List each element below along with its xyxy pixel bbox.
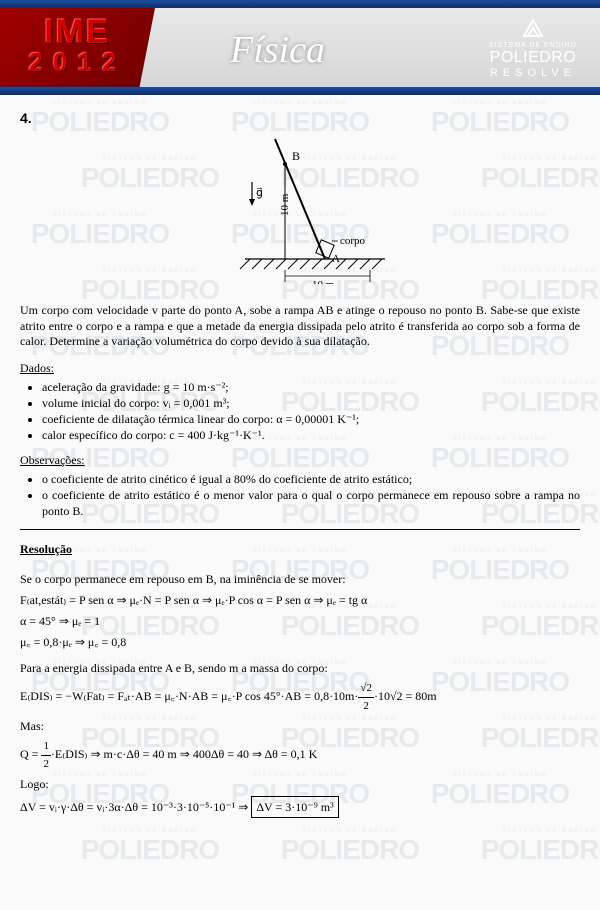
dados-title: Dados: xyxy=(20,361,54,376)
poliedro-logo: SISTEMA DE ENSINO POLIEDRO RESOLVE xyxy=(478,12,588,83)
obs-item: o coeficiente de atrito estático é o men… xyxy=(42,487,580,519)
dados-list: aceleração da gravidade: g = 10 m·s⁻²; v… xyxy=(20,379,580,444)
logo-line1: SISTEMA DE ENSINO xyxy=(489,42,577,49)
page-content: 4. B corpo A 10 m 10 m xyxy=(0,95,600,836)
problem-block: Um corpo com velocidade v parte do ponto… xyxy=(20,303,580,519)
obs-list: o coeficiente de atrito cinético é igual… xyxy=(20,471,580,520)
res-intro: Se o corpo permanece em repouso em B, na… xyxy=(20,570,580,588)
institute-abbrev: IME xyxy=(44,17,110,48)
diagram-point-b: B xyxy=(292,149,300,163)
diagram-base: 10 m xyxy=(312,279,335,284)
diagram-point-a: A xyxy=(332,253,340,265)
res-line2: α = 45° ⇒ μₑ = 1 xyxy=(20,612,580,630)
boxed-answer: ΔV = 3·10⁻⁹ m³ xyxy=(251,796,338,818)
header-blue-bottom xyxy=(0,87,600,95)
dado-item: volume inicial do corpo: vᵢ = 0,001 m³; xyxy=(42,395,580,411)
obs-title: Observações: xyxy=(20,453,85,468)
resolution-title: Resolução xyxy=(20,542,72,557)
logo-line3: RESOLVE xyxy=(490,67,576,79)
obs-item: o coeficiente de atrito cinético é igual… xyxy=(42,471,580,487)
res-line4: E₍DIS₎ = −W₍Fat₎ = Fₐₜ·AB = μ꜀·N·AB = μ꜀… xyxy=(20,680,580,714)
diagram-height: 10 m xyxy=(279,193,291,216)
header-red-panel: IME 2012 xyxy=(0,8,155,87)
res-logo: Logo: xyxy=(20,775,580,793)
res-line5: Q = 12·E₍DIS₎ ⇒ m·c·Δθ = 40 m ⇒ 400Δθ = … xyxy=(20,738,580,772)
dado-item: aceleração da gravidade: g = 10 m·s⁻²; xyxy=(42,379,580,395)
diagram-corpo: corpo xyxy=(340,235,366,247)
exam-year: 2012 xyxy=(29,47,127,78)
res-mas: Mas: xyxy=(20,717,580,735)
problem-diagram: B corpo A 10 m 10 m g⃗ xyxy=(20,134,580,288)
res-line6: ΔV = vᵢ·γ·Δθ = vᵢ·3α·Δθ = 10⁻³·3·10⁻⁵·10… xyxy=(20,796,580,818)
page-header: IME 2012 Física SISTEMA DE ENSINO POLIED… xyxy=(0,0,600,95)
dado-item: coeficiente de dilatação térmica linear … xyxy=(42,411,580,427)
res-line1: F₍at,estát₎ = P sen α ⇒ μₑ·N = P sen α ⇒… xyxy=(20,591,580,609)
question-number: 4. xyxy=(20,110,580,126)
logo-line2: POLIEDRO xyxy=(490,49,577,67)
subject-title: Física xyxy=(230,28,325,72)
res-energy-intro: Para a energia dissipada entre A e B, se… xyxy=(20,659,580,677)
res-line3: μ꜀ = 0,8·μₑ ⇒ μ꜀ = 0,8 xyxy=(20,633,580,651)
dado-item: calor específico do corpo: c = 400 J·kg⁻… xyxy=(42,427,580,443)
problem-statement: Um corpo com velocidade v parte do ponto… xyxy=(20,303,580,350)
divider xyxy=(20,529,580,530)
poliedro-icon xyxy=(518,16,548,42)
diagram-g: g⃗ xyxy=(256,187,263,199)
header-blue-top xyxy=(0,0,600,8)
